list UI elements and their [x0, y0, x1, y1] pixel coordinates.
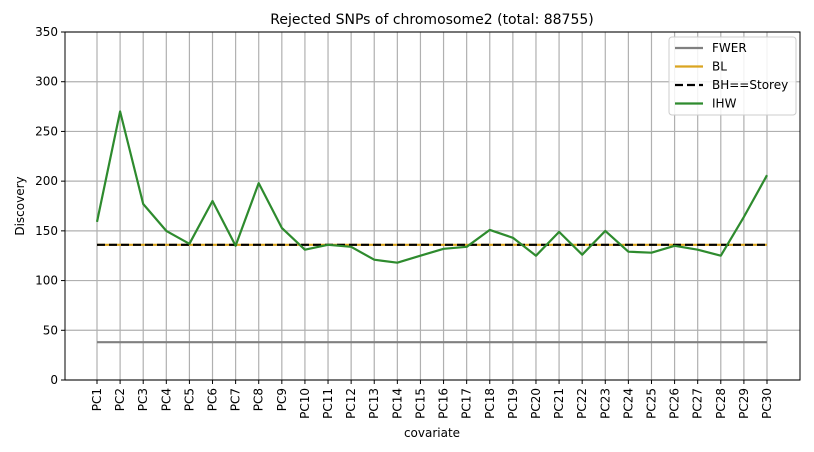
y-tick-label: 250: [35, 124, 58, 138]
x-tick-label: PC12: [344, 388, 358, 419]
x-tick-label: PC28: [714, 388, 728, 419]
x-tick-label: PC4: [159, 388, 173, 411]
series-line-ihw: [95, 110, 768, 264]
x-tick-label: PC18: [483, 388, 497, 419]
x-tick-label: PC3: [136, 388, 150, 411]
x-tick-label: PC8: [252, 388, 266, 411]
legend-label: BL: [712, 60, 727, 74]
x-tick-label: PC25: [644, 388, 658, 419]
x-tick-label: PC21: [552, 388, 566, 419]
x-tick-label: PC5: [182, 388, 196, 411]
x-tick-label: PC22: [575, 388, 589, 419]
y-tick-label: 50: [43, 323, 58, 337]
x-tick-label: PC19: [506, 388, 520, 419]
x-tick-label: PC29: [737, 388, 751, 419]
x-axis-title: covariate: [404, 426, 460, 440]
chart-title: Rejected SNPs of chromosome2 (total: 887…: [270, 12, 594, 28]
y-tick-label: 300: [35, 75, 58, 89]
y-axis: 0 50 100 150 200 250 300 350: [35, 25, 65, 387]
x-tick-label: PC16: [437, 388, 451, 419]
x-tick-label: PC27: [691, 388, 705, 419]
y-tick-label: 200: [35, 174, 58, 188]
grid: [65, 31, 800, 381]
legend-label: IHW: [712, 97, 737, 111]
x-tick-label: PC24: [621, 388, 635, 419]
x-tick-label: PC26: [668, 388, 682, 419]
x-tick-label: PC10: [298, 388, 312, 419]
legend: FWER BL BH==Storey IHW: [668, 36, 797, 116]
x-tick-label: PC2: [113, 388, 127, 411]
x-tick-label: PC1: [90, 388, 104, 411]
y-tick-label: 350: [35, 25, 58, 39]
y-axis-title: Discovery: [13, 176, 27, 235]
x-tick-label: PC23: [598, 388, 612, 419]
x-tick-label: PC11: [321, 388, 335, 419]
x-tick-label: PC15: [413, 388, 427, 419]
legend-label: FWER: [712, 41, 747, 55]
y-tick-label: 0: [50, 373, 58, 387]
y-tick-label: 100: [35, 274, 58, 288]
x-tick-label: PC17: [460, 388, 474, 419]
x-axis: PC1 PC2 PC3 PC4 PC5 PC6 PC7 PC8 PC9 PC10 PC11 PC12 P…: [90, 380, 774, 419]
legend-label: BH==Storey: [712, 78, 788, 92]
x-tick-label: PC7: [229, 388, 243, 411]
plot-frame: [64, 31, 801, 381]
x-tick-label: PC13: [367, 388, 381, 419]
x-tick-label: PC14: [390, 388, 404, 419]
x-tick-label: PC6: [206, 388, 220, 411]
legend-box: [668, 36, 797, 116]
x-tick-label: PC30: [760, 388, 774, 419]
x-tick-label: PC20: [529, 388, 543, 419]
x-tick-label: PC9: [275, 388, 289, 411]
y-tick-label: 150: [35, 224, 58, 238]
series-lines: [95, 110, 768, 344]
